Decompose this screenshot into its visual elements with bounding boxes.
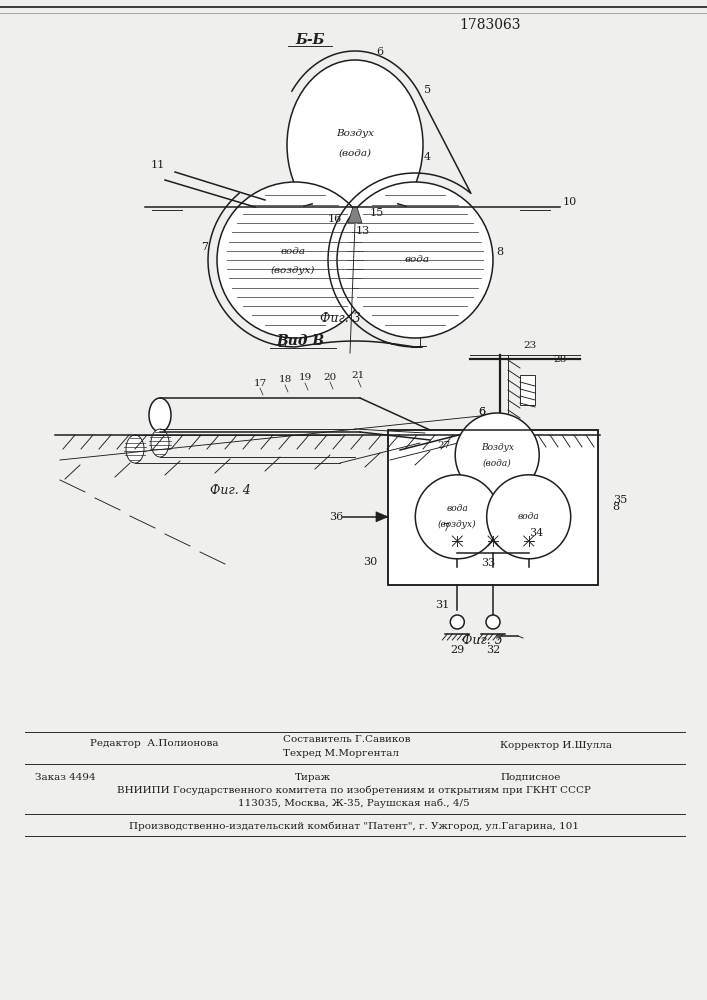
- Text: Фиг. 5: Фиг. 5: [462, 634, 503, 647]
- Text: 6: 6: [479, 407, 486, 417]
- Text: (воздух): (воздух): [271, 265, 315, 275]
- Text: 31: 31: [436, 600, 450, 610]
- Text: Составитель Г.Савиков: Составитель Г.Савиков: [283, 734, 411, 744]
- Text: Редактор  А.Полионова: Редактор А.Полионова: [90, 740, 218, 748]
- Text: 6: 6: [479, 407, 486, 417]
- Text: Корректор И.Шулла: Корректор И.Шулла: [500, 742, 612, 750]
- Text: Б-Б: Б-Б: [296, 33, 325, 47]
- Text: Техред М.Моргентал: Техред М.Моргентал: [283, 748, 399, 758]
- Bar: [520, 375, 535, 405]
- Text: 19: 19: [298, 373, 312, 382]
- Text: 26: 26: [455, 444, 469, 452]
- Circle shape: [415, 475, 499, 559]
- Text: (вода): (вода): [483, 458, 512, 468]
- Text: 25: 25: [469, 446, 483, 454]
- Text: Воздух: Воздух: [336, 128, 374, 137]
- Text: вода: вода: [446, 504, 468, 513]
- Circle shape: [486, 615, 500, 629]
- Text: Заказ 4494: Заказ 4494: [35, 772, 95, 782]
- Text: 30: 30: [363, 557, 377, 567]
- Text: вода: вода: [404, 255, 429, 264]
- Text: 33: 33: [481, 558, 495, 568]
- Text: (воздух): (воздух): [438, 520, 477, 529]
- Text: 6: 6: [376, 47, 384, 57]
- Text: 7: 7: [201, 242, 209, 252]
- Text: 11: 11: [151, 160, 165, 170]
- Text: 28: 28: [554, 356, 566, 364]
- Text: 16: 16: [328, 214, 342, 224]
- Text: 32: 32: [486, 645, 500, 655]
- Text: Производственно-издательский комбинат "Патент", г. Ужгород, ул.Гагарина, 101: Производственно-издательский комбинат "П…: [129, 821, 579, 831]
- Circle shape: [455, 413, 539, 497]
- Text: 18: 18: [279, 375, 291, 384]
- Ellipse shape: [287, 60, 423, 230]
- Text: (вода): (вода): [339, 148, 371, 157]
- Text: Тираж: Тираж: [295, 772, 331, 782]
- Text: Воздух: Воздух: [481, 442, 514, 452]
- Ellipse shape: [126, 435, 144, 463]
- Text: 24: 24: [486, 448, 500, 458]
- Text: вода: вода: [518, 512, 539, 521]
- Circle shape: [337, 182, 493, 338]
- Text: 13: 13: [356, 226, 370, 236]
- Text: 4: 4: [423, 152, 431, 162]
- Text: 113035, Москва, Ж-35, Раушская наб., 4/5: 113035, Москва, Ж-35, Раушская наб., 4/5: [238, 798, 470, 808]
- Polygon shape: [348, 207, 362, 223]
- Text: вода: вода: [281, 247, 305, 256]
- Text: 29: 29: [450, 645, 464, 655]
- Text: 21: 21: [351, 370, 365, 379]
- Polygon shape: [376, 512, 388, 522]
- Circle shape: [217, 182, 373, 338]
- Circle shape: [450, 615, 464, 629]
- Bar: [388, 430, 598, 585]
- Text: Фиг. 4: Фиг. 4: [209, 484, 250, 496]
- Text: 15: 15: [370, 208, 384, 218]
- Text: 27: 27: [438, 440, 450, 450]
- Circle shape: [486, 475, 571, 559]
- Text: Фиг. 3: Фиг. 3: [320, 312, 361, 324]
- Text: 23: 23: [523, 340, 537, 350]
- Text: 8: 8: [496, 247, 503, 257]
- Text: 36: 36: [329, 512, 343, 522]
- Text: Подписное: Подписное: [500, 772, 561, 782]
- Text: 7: 7: [442, 523, 449, 533]
- Text: 20: 20: [323, 372, 337, 381]
- Text: 10: 10: [563, 197, 577, 207]
- Text: ВНИИПИ Государственного комитета по изобретениям и открытиям при ГКНТ СССР: ВНИИПИ Государственного комитета по изоб…: [117, 785, 591, 795]
- Text: 5: 5: [424, 85, 431, 95]
- Ellipse shape: [149, 398, 171, 432]
- Text: 35: 35: [613, 495, 627, 505]
- Text: 17: 17: [253, 378, 267, 387]
- Text: Вид В: Вид В: [276, 334, 324, 348]
- Text: 1783063: 1783063: [460, 18, 521, 32]
- Text: 8: 8: [612, 502, 619, 512]
- Bar: [388, 430, 598, 585]
- Ellipse shape: [151, 429, 169, 457]
- Text: 34: 34: [530, 528, 544, 538]
